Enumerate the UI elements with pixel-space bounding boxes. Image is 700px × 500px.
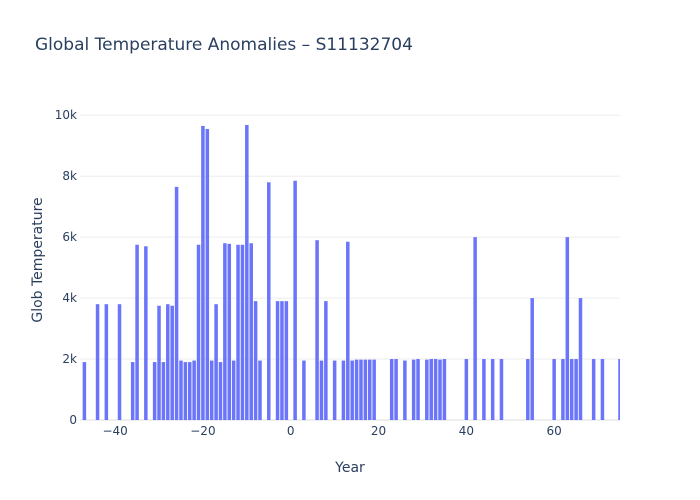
x-axis-ticks: −40 −20 0 20 40 60 <box>102 424 561 438</box>
y-tick-label: 10k <box>55 108 77 122</box>
bar[interactable] <box>166 304 170 420</box>
bar[interactable] <box>245 124 249 420</box>
x-tick-label: 60 <box>547 424 562 438</box>
y-axis-ticks: 0 2k 4k 6k 8k 10k <box>55 108 77 427</box>
bar[interactable] <box>82 362 87 420</box>
bar[interactable] <box>319 360 324 420</box>
x-tick-label: 20 <box>371 424 386 438</box>
y-axis-label: Glob Temperature <box>30 197 46 322</box>
bar[interactable] <box>280 301 284 420</box>
bar[interactable] <box>438 359 442 420</box>
bar[interactable] <box>249 243 253 420</box>
bar[interactable] <box>130 362 135 420</box>
bar[interactable] <box>425 359 429 420</box>
bar[interactable] <box>223 243 227 420</box>
bar[interactable] <box>267 182 271 420</box>
x-tick-label: −40 <box>102 424 127 438</box>
bar[interactable] <box>618 359 620 420</box>
bar[interactable] <box>429 359 433 420</box>
x-axis-label: Year <box>334 460 365 476</box>
bar[interactable] <box>359 359 363 420</box>
bar[interactable] <box>411 359 416 420</box>
bar[interactable] <box>275 301 280 420</box>
bar[interactable] <box>240 244 245 420</box>
x-tick-label: 0 <box>287 424 295 438</box>
bar[interactable] <box>152 362 157 420</box>
bar[interactable] <box>236 244 240 420</box>
bar[interactable] <box>161 362 166 420</box>
bar[interactable] <box>490 359 495 420</box>
bar[interactable] <box>499 359 504 420</box>
bar[interactable] <box>561 359 565 420</box>
bar[interactable] <box>552 359 556 420</box>
bar[interactable] <box>227 243 232 420</box>
bar[interactable] <box>315 240 319 420</box>
bar[interactable] <box>354 359 359 420</box>
bar[interactable] <box>600 359 605 420</box>
bar[interactable] <box>218 362 223 420</box>
bar[interactable] <box>293 180 297 420</box>
y-tick-label: 6k <box>62 230 77 244</box>
y-tick-label: 4k <box>62 291 77 305</box>
bar[interactable] <box>258 360 262 420</box>
bar[interactable] <box>363 359 368 420</box>
grid-lines <box>80 114 620 421</box>
bar[interactable] <box>473 237 477 420</box>
bar[interactable] <box>183 362 188 420</box>
bar[interactable] <box>179 360 183 420</box>
y-tick-label: 0 <box>69 413 77 427</box>
bar[interactable] <box>346 241 350 420</box>
bar[interactable] <box>368 359 372 420</box>
bar[interactable] <box>482 359 486 420</box>
bar[interactable] <box>565 237 570 420</box>
bar[interactable] <box>174 186 179 420</box>
bar[interactable] <box>324 301 328 420</box>
bar[interactable] <box>403 360 407 420</box>
bar[interactable] <box>578 298 583 420</box>
bar[interactable] <box>416 359 420 420</box>
bar[interactable] <box>135 244 139 420</box>
bar[interactable] <box>389 359 394 420</box>
bar[interactable] <box>302 360 306 420</box>
bar[interactable] <box>341 360 346 420</box>
y-tick-label: 8k <box>62 169 77 183</box>
bar[interactable] <box>591 359 596 420</box>
bar[interactable] <box>201 125 205 421</box>
bar[interactable] <box>332 360 337 420</box>
bar[interactable] <box>157 305 161 420</box>
bar[interactable] <box>284 301 289 420</box>
bar[interactable] <box>117 304 122 420</box>
y-tick-label: 2k <box>62 352 77 366</box>
chart-title: Global Temperature Anomalies – S11132704 <box>35 35 413 55</box>
bar[interactable] <box>144 246 148 420</box>
bar[interactable] <box>104 304 109 420</box>
x-tick-label: −20 <box>190 424 215 438</box>
bar[interactable] <box>188 362 192 420</box>
bar[interactable] <box>170 305 174 420</box>
bar[interactable] <box>433 359 438 420</box>
bar[interactable] <box>95 304 100 420</box>
bar[interactable] <box>442 359 447 420</box>
bar[interactable] <box>526 359 530 420</box>
bar[interactable] <box>205 128 210 420</box>
bar[interactable] <box>372 359 376 420</box>
bar[interactable] <box>530 298 534 420</box>
bar[interactable] <box>231 360 236 420</box>
bar[interactable] <box>192 360 196 420</box>
x-tick-label: 40 <box>459 424 474 438</box>
bar[interactable] <box>253 301 258 420</box>
bar[interactable] <box>209 360 214 420</box>
bars <box>82 124 620 421</box>
bar[interactable] <box>394 359 398 420</box>
bar[interactable] <box>350 360 354 420</box>
bar[interactable] <box>214 304 218 420</box>
bar[interactable] <box>196 244 201 420</box>
bar[interactable] <box>569 359 574 420</box>
bar[interactable] <box>574 359 578 420</box>
bar[interactable] <box>464 359 469 420</box>
